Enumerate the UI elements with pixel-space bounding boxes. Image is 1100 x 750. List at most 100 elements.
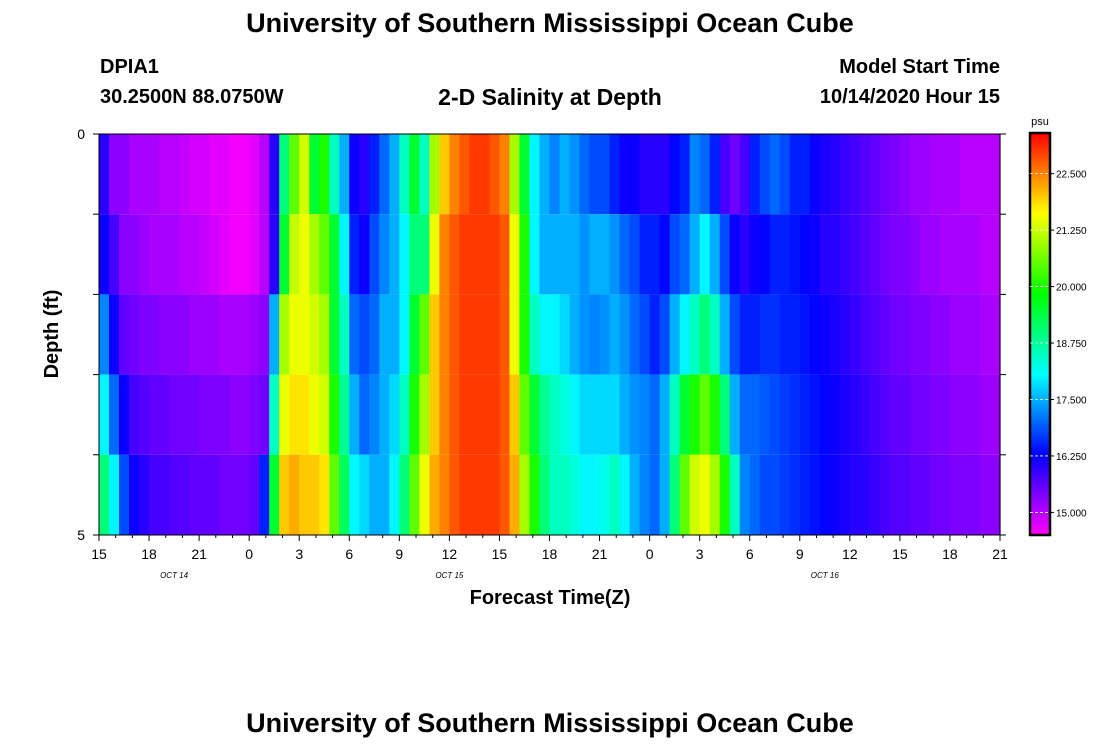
heatmap-cell bbox=[409, 134, 420, 215]
colorbar-swatch bbox=[1030, 309, 1050, 313]
heatmap-cell bbox=[689, 214, 701, 295]
colorbar-swatch bbox=[1030, 438, 1050, 442]
heatmap-cell bbox=[759, 454, 771, 535]
heatmap-cell bbox=[259, 374, 270, 455]
colorbar-swatch bbox=[1030, 203, 1050, 206]
heatmap-cell bbox=[229, 134, 240, 215]
model-start-label: Model Start Time bbox=[839, 56, 1000, 78]
colorbar-swatch bbox=[1030, 416, 1050, 420]
heatmap-cell bbox=[399, 134, 410, 215]
heatmap-cell bbox=[459, 214, 471, 295]
heatmap-cell bbox=[589, 294, 601, 375]
heatmap-cell bbox=[159, 294, 170, 375]
heatmap-cell bbox=[539, 294, 551, 375]
heatmap-cell bbox=[429, 454, 440, 535]
x-tick-label: 21 bbox=[191, 546, 207, 562]
heatmap-cell bbox=[149, 374, 160, 455]
heatmap-cell bbox=[629, 214, 641, 295]
heatmap-cell bbox=[209, 294, 220, 375]
heatmap-cell bbox=[399, 214, 410, 295]
colorbar-swatch bbox=[1030, 528, 1050, 532]
heatmap-cell bbox=[99, 294, 110, 375]
heatmap-cell bbox=[309, 134, 320, 215]
x-tick-label: 6 bbox=[746, 546, 754, 562]
colorbar-swatch bbox=[1030, 368, 1050, 371]
colorbar-swatch bbox=[1030, 464, 1050, 468]
heatmap-cell bbox=[569, 214, 581, 295]
heatmap-cell bbox=[539, 374, 551, 455]
heatmap-cell bbox=[319, 294, 330, 375]
colorbar-swatch bbox=[1030, 426, 1050, 430]
heatmap-cell bbox=[739, 374, 751, 455]
heatmap-cell bbox=[299, 214, 310, 295]
colorbar-swatch bbox=[1030, 394, 1050, 397]
heatmap-cell bbox=[679, 214, 691, 295]
colorbar-tick-label: 15.000 bbox=[1056, 508, 1087, 519]
colorbar-swatch bbox=[1030, 271, 1050, 275]
colorbar-swatch bbox=[1030, 289, 1050, 293]
heatmap-cell bbox=[839, 454, 851, 535]
colorbar-swatch bbox=[1030, 227, 1050, 231]
heatmap-cell bbox=[979, 294, 991, 375]
heatmap-cell bbox=[799, 454, 811, 535]
colorbar-swatch bbox=[1030, 163, 1050, 166]
colorbar-swatch bbox=[1030, 386, 1050, 389]
heatmap-cell bbox=[169, 294, 180, 375]
colorbar-swatch bbox=[1030, 366, 1050, 369]
heatmap-cell bbox=[669, 294, 681, 375]
colorbar-swatch bbox=[1030, 267, 1050, 271]
colorbar-swatch bbox=[1030, 213, 1050, 217]
heatmap-cell bbox=[599, 214, 611, 295]
heatmap-cell bbox=[919, 134, 931, 215]
colorbar-swatch bbox=[1030, 432, 1050, 436]
colorbar-swatch bbox=[1030, 384, 1050, 387]
heatmap-cell bbox=[709, 454, 721, 535]
heatmap-cell bbox=[549, 134, 561, 215]
colorbar-swatch bbox=[1030, 179, 1050, 182]
colorbar-tick-label: 17.500 bbox=[1056, 395, 1087, 406]
heatmap-cell bbox=[959, 454, 971, 535]
heatmap-cell bbox=[109, 134, 120, 215]
colorbar-swatch bbox=[1030, 141, 1050, 144]
heatmap-cell bbox=[129, 374, 140, 455]
heatmap-cell bbox=[729, 134, 741, 215]
heatmap-cell bbox=[189, 294, 200, 375]
colorbar-swatch bbox=[1030, 530, 1050, 534]
heatmap-cell bbox=[739, 134, 751, 215]
heatmap-cell bbox=[659, 214, 671, 295]
heatmap-cell bbox=[339, 294, 350, 375]
heatmap-cell bbox=[659, 134, 671, 215]
heatmap-cell bbox=[589, 134, 601, 215]
heatmap-cell bbox=[719, 374, 731, 455]
heatmap-cell bbox=[849, 134, 861, 215]
heatmap-cell bbox=[129, 214, 140, 295]
heatmap-cell bbox=[769, 214, 781, 295]
heatmap-cell bbox=[539, 454, 551, 535]
colorbar-swatch bbox=[1030, 305, 1050, 309]
heatmap-cell bbox=[259, 454, 270, 535]
heatmap-cell bbox=[819, 294, 831, 375]
colorbar-swatch bbox=[1030, 263, 1050, 267]
heatmap-cell bbox=[939, 214, 951, 295]
x-tick-label: 21 bbox=[592, 546, 608, 562]
heatmap-cell bbox=[579, 134, 591, 215]
heatmap-cell bbox=[869, 374, 881, 455]
heatmap-cell bbox=[879, 134, 891, 215]
colorbar-swatch bbox=[1030, 340, 1050, 343]
heatmap-cell bbox=[369, 134, 380, 215]
heatmap-cell bbox=[969, 294, 981, 375]
colorbar-swatch bbox=[1030, 181, 1050, 184]
heatmap-cell bbox=[769, 134, 781, 215]
heatmap-cell bbox=[839, 134, 851, 215]
heatmap-cell bbox=[519, 374, 531, 455]
heatmap-cell bbox=[499, 454, 511, 535]
colorbar-swatch bbox=[1030, 285, 1050, 289]
colorbar-swatch bbox=[1030, 358, 1050, 361]
colorbar-swatch bbox=[1030, 488, 1050, 492]
colorbar-swatch bbox=[1030, 301, 1050, 305]
heatmap-cell bbox=[899, 454, 911, 535]
heatmap-cell bbox=[659, 374, 671, 455]
heatmap-cell bbox=[209, 454, 220, 535]
heatmap-cell bbox=[929, 134, 941, 215]
heatmap-cell bbox=[819, 134, 831, 215]
